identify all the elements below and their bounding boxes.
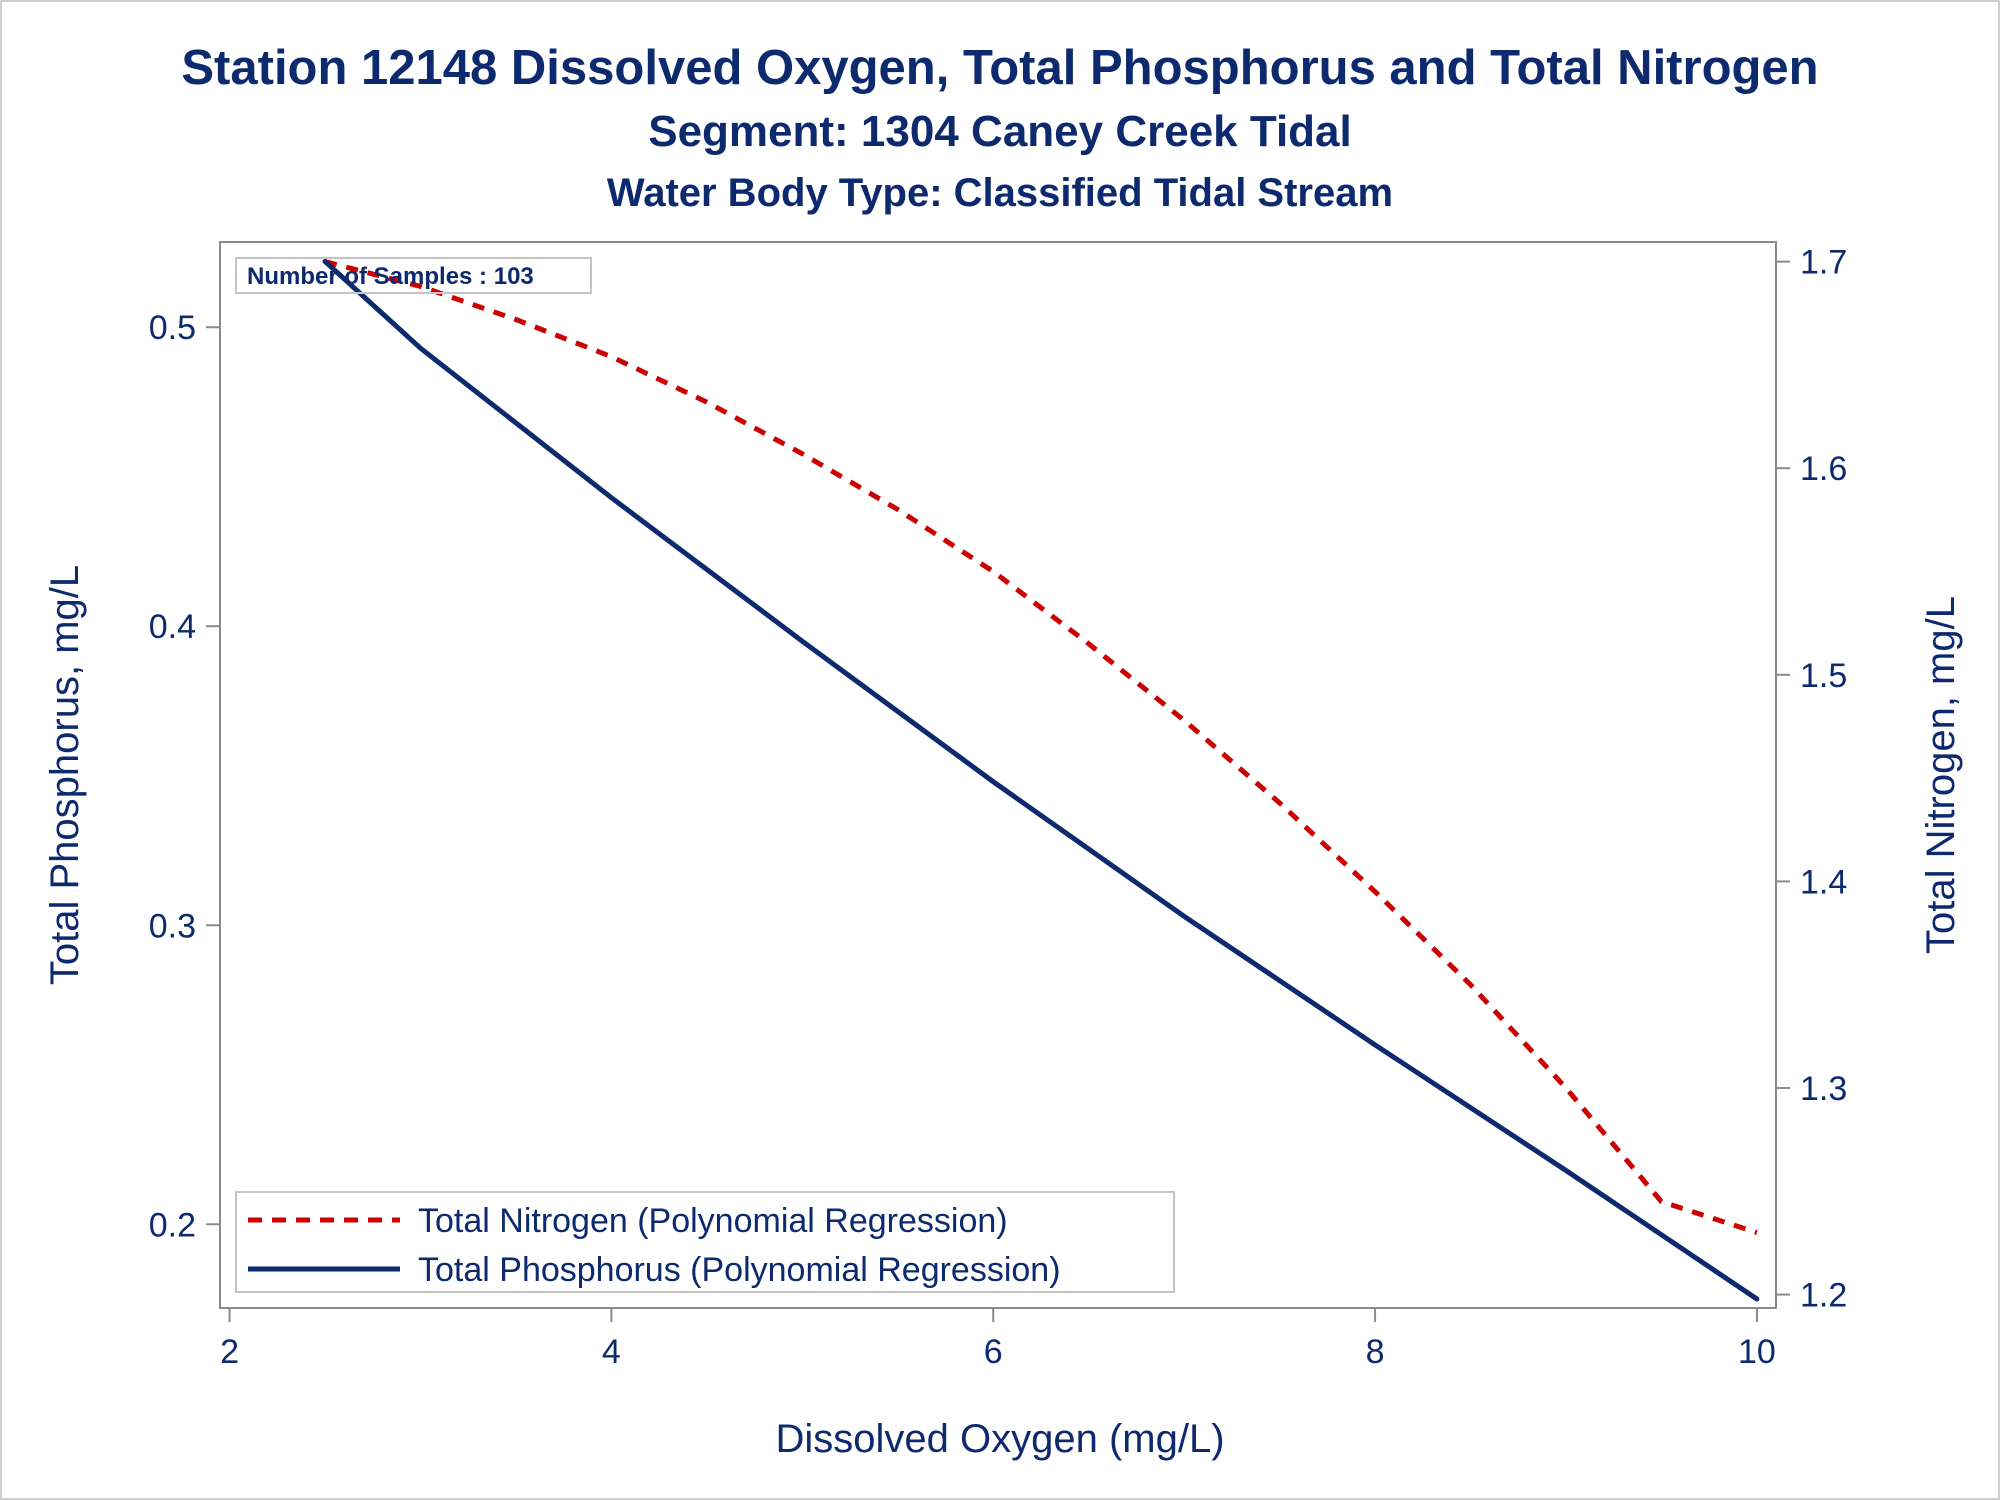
- chart-subtitle-water-body: Water Body Type: Classified Tidal Stream: [606, 171, 1394, 215]
- x-tick-label: 8: [1366, 1333, 1385, 1371]
- y-axis-left: 0.2 0.3 0.4 0.5: [149, 309, 220, 1244]
- y2-tick-label: 1.7: [1800, 244, 1847, 282]
- y2-tick-label: 1.2: [1800, 1277, 1847, 1315]
- y-axis-right: 1.2 1.3 1.4 1.5 1.6 1.7: [1776, 244, 1847, 1315]
- y2-axis-label: Total Nitrogen, mg/L: [1919, 596, 1963, 954]
- annotation-text: Number of Samples : 103: [247, 263, 534, 290]
- y2-tick-label: 1.5: [1800, 657, 1847, 695]
- y-tick-label: 0.3: [149, 907, 196, 945]
- y-tick-label: 0.5: [149, 309, 196, 347]
- y2-tick-label: 1.6: [1800, 450, 1847, 488]
- y2-tick-label: 1.4: [1800, 863, 1847, 901]
- series-line-total-nitrogen: [324, 259, 1758, 1235]
- x-tick-label: 10: [1738, 1333, 1776, 1371]
- legend-box: [235, 1191, 1175, 1293]
- x-axis: 2 4 6 8 10: [220, 1308, 1776, 1371]
- chart-title: Station 12148 Dissolved Oxygen, Total Ph…: [181, 41, 1819, 95]
- x-tick-label: 6: [984, 1333, 1003, 1371]
- legend-label-phosphorus: Total Phosphorus (Polynomial Regression): [418, 1251, 1061, 1289]
- y-axis-label: Total Phosphorus, mg/L: [43, 565, 87, 985]
- series-layer: [322, 258, 1760, 1302]
- x-tick-label: 2: [220, 1333, 239, 1371]
- y2-tick-label: 1.3: [1800, 1070, 1847, 1108]
- legend-label-nitrogen: Total Nitrogen (Polynomial Regression): [418, 1202, 1008, 1240]
- y-tick-label: 0.4: [149, 608, 196, 646]
- series-line-total-phosphorus: [322, 258, 1760, 1302]
- annotation-border: [235, 257, 592, 294]
- plot-area: [219, 241, 1777, 1309]
- x-axis-label: Dissolved Oxygen (mg/L): [775, 1417, 1224, 1461]
- legend: Total Nitrogen (Polynomial Regression) T…: [235, 1191, 1175, 1293]
- x-tick-label: 4: [602, 1333, 621, 1371]
- chart-subtitle-segment: Segment: 1304 Caney Creek Tidal: [648, 107, 1352, 156]
- sample-count-annotation: Number of Samples : 103: [235, 257, 592, 294]
- y-tick-label: 0.2: [149, 1206, 196, 1244]
